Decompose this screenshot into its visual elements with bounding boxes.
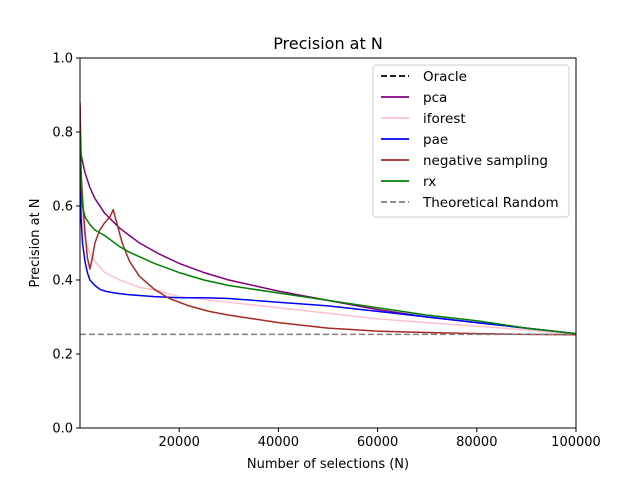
legend-box <box>372 64 570 218</box>
x-tick-label: 40000 <box>258 435 299 450</box>
y-tick-label: 0.6 <box>52 200 73 215</box>
x-tick-label: 80000 <box>456 435 497 450</box>
x-tick-label: 60000 <box>357 435 398 450</box>
y-tick-label: 0.2 <box>52 348 73 363</box>
legend-label-2: iforest <box>423 111 466 127</box>
y-tick-label: 0.0 <box>52 422 73 437</box>
y-axis-label: Precision at N <box>28 198 43 287</box>
x-axis: 20000 40000 60000 80000 100000 <box>159 428 601 450</box>
chart-title: Precision at N <box>273 34 383 53</box>
series-line-4 <box>80 102 576 336</box>
legend-label-5: rx <box>423 174 436 190</box>
legend-label-3: pae <box>423 132 448 148</box>
series-line-3 <box>80 176 576 335</box>
x-tick-label: 20000 <box>159 435 200 450</box>
legend-label-1: pca <box>423 90 447 106</box>
y-tick-label: 0.8 <box>52 126 73 141</box>
legend: Oracle pca iforest pae negative sampling rx Th… <box>372 64 570 218</box>
series-layer <box>80 102 576 336</box>
y-tick-label: 1.0 <box>52 52 73 67</box>
legend-label-6: Theoretical Random <box>422 195 559 211</box>
y-axis: 0.0 0.2 0.4 0.6 0.8 1.0 <box>52 52 80 437</box>
x-axis-label: Number of selections (N) <box>247 457 409 472</box>
legend-label-4: negative sampling <box>423 153 548 169</box>
series-line-5 <box>80 131 576 335</box>
y-tick-label: 0.4 <box>52 274 73 289</box>
legend-label-0: Oracle <box>423 69 467 85</box>
x-tick-label: 100000 <box>551 435 601 450</box>
plot-frame <box>79 57 577 429</box>
